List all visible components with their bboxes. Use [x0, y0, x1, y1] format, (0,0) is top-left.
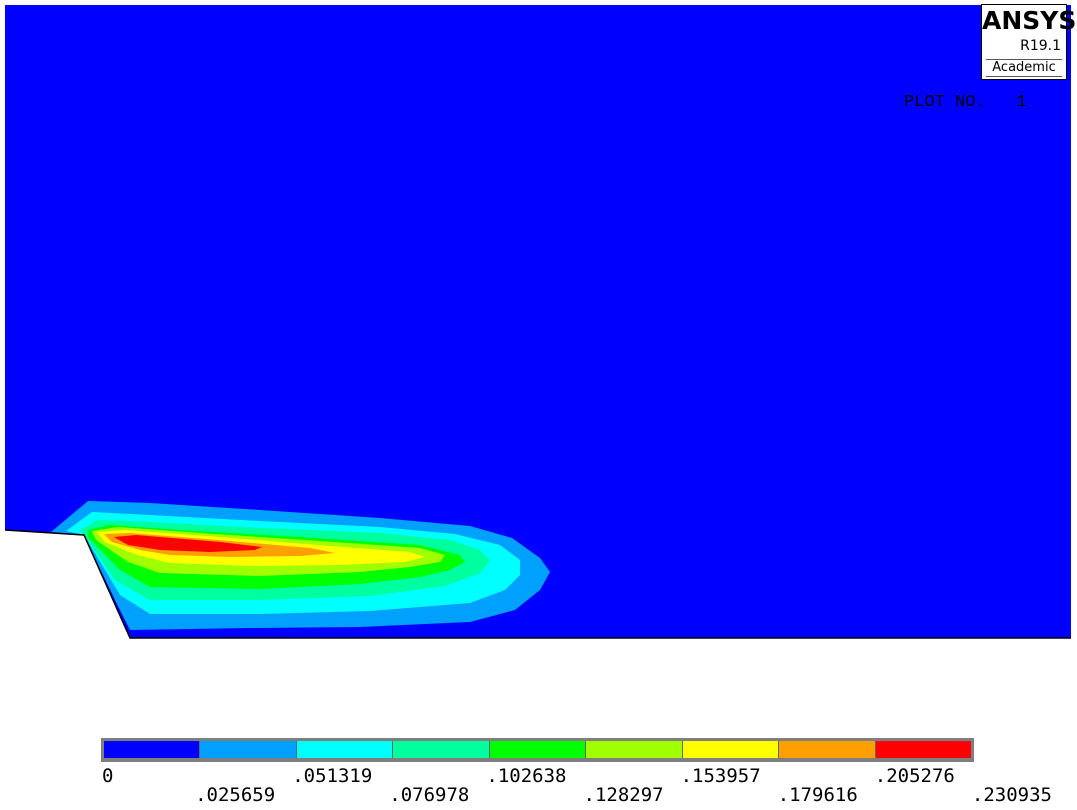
legend-tick-label: .051319 — [292, 765, 373, 787]
legend-swatch-6 — [586, 741, 683, 758]
logo-name: ANSYS — [982, 6, 1077, 35]
legend-tick-label: .153957 — [680, 765, 761, 787]
legend-swatch-5 — [489, 741, 587, 758]
legend-swatch-1 — [104, 741, 201, 758]
contour-band-9 — [114, 535, 262, 552]
legend-tick-label: .205276 — [874, 765, 955, 787]
legend-swatch-8 — [779, 741, 876, 758]
legend-tick-label: .179616 — [777, 784, 858, 806]
legend-tick-label: 0 — [102, 765, 114, 787]
plot-number-label: PLOT NO. 1 — [904, 93, 1027, 112]
legend-swatch-9 — [875, 741, 971, 758]
ansys-logo: ANSYS R19.1 Academic — [981, 4, 1077, 80]
logo-release: R19.1 — [1020, 38, 1061, 54]
model-domain — [5, 5, 1071, 638]
legend-swatch-3 — [296, 741, 394, 758]
legend-tick-label: .025659 — [195, 784, 276, 806]
color-legend-bar — [101, 738, 974, 762]
logo-edition: Academic — [986, 59, 1062, 77]
legend-swatch-4 — [393, 741, 490, 758]
legend-swatch-2 — [200, 741, 297, 758]
legend-tick-label: .102638 — [486, 765, 567, 787]
legend-tick-label: .128297 — [583, 784, 664, 806]
legend-tick-label: .230935 — [971, 784, 1052, 806]
legend-tick-label: .076978 — [389, 784, 470, 806]
model-outline-notch — [4, 529, 1071, 639]
legend-swatch-7 — [682, 741, 780, 758]
